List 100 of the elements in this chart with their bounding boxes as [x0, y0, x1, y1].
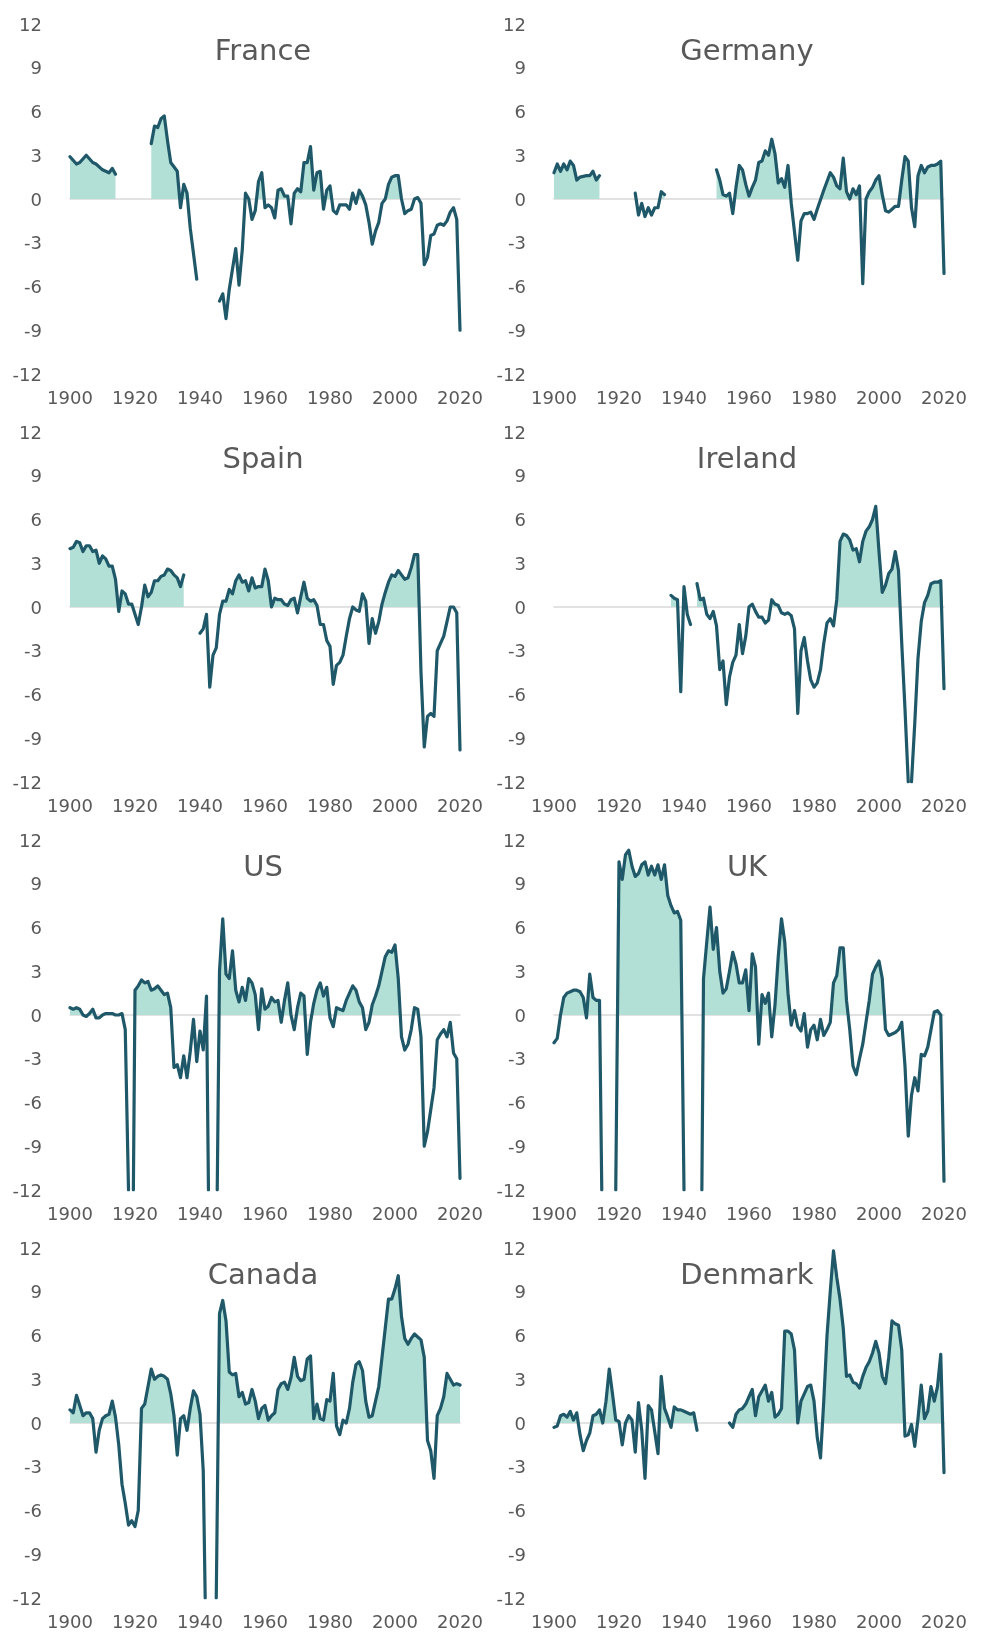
chart-title: Spain: [222, 440, 304, 475]
y-tick-label: -3: [24, 640, 42, 662]
y-tick-label: -9: [24, 319, 42, 341]
y-tick-label: -12: [12, 363, 42, 385]
x-tick-label: 1960: [242, 794, 288, 816]
y-tick-label: 9: [30, 465, 42, 487]
chart-title: US: [243, 848, 283, 883]
y-tick-label: -12: [496, 1587, 526, 1609]
y-tick-label: 0: [514, 596, 526, 618]
x-tick-label: 1940: [177, 386, 223, 408]
y-tick-label: -6: [24, 1092, 42, 1113]
x-tick-label: 1960: [726, 386, 772, 408]
y-tick-label: 12: [19, 1237, 42, 1259]
x-tick-label: 1980: [307, 1610, 353, 1632]
y-tick-label: 9: [30, 57, 42, 79]
y-tick-label: -9: [24, 1543, 42, 1565]
y-tick-label: -6: [508, 684, 526, 705]
y-tick-label: 0: [30, 188, 42, 210]
x-tick-label: 2020: [437, 794, 483, 816]
x-tick-label: 2020: [437, 386, 483, 408]
y-tick-label: 0: [514, 188, 526, 210]
x-tick-label: 2020: [921, 386, 967, 408]
y-tick-label: 6: [30, 917, 42, 938]
y-tick-label: -12: [496, 363, 526, 385]
y-tick-label: -3: [508, 232, 526, 254]
y-tick-label: 3: [514, 552, 526, 574]
x-tick-label: 1900: [47, 1202, 93, 1224]
y-tick-label: 0: [30, 1004, 42, 1026]
y-tick-label: -12: [12, 1587, 42, 1609]
x-tick-label: 1980: [307, 386, 353, 408]
x-tick-label: 1940: [661, 794, 707, 816]
x-tick-label: 1980: [791, 1610, 837, 1632]
y-tick-label: 12: [503, 1237, 526, 1259]
y-tick-label: 9: [30, 873, 42, 895]
x-tick-label: 1920: [112, 386, 158, 408]
y-tick-label: -3: [24, 1456, 42, 1478]
x-tick-label: 2000: [372, 386, 418, 408]
y-tick-label: 12: [19, 829, 42, 851]
x-tick-label: 1940: [177, 794, 223, 816]
x-tick-label: 1920: [596, 1610, 642, 1632]
x-tick-label: 1940: [661, 386, 707, 408]
y-tick-label: -12: [12, 771, 42, 793]
y-tick-label: 6: [514, 101, 526, 122]
y-tick-label: 3: [30, 552, 42, 574]
chart-title: Germany: [680, 32, 814, 67]
y-tick-label: -9: [508, 1135, 526, 1157]
x-tick-label: 1940: [177, 1202, 223, 1224]
chart-title: France: [214, 32, 312, 67]
x-tick-label: 1940: [177, 1610, 223, 1632]
y-tick-label: 3: [30, 1368, 42, 1390]
y-tick-label: 12: [19, 13, 42, 35]
x-tick-label: 1980: [791, 386, 837, 408]
chart-title: UK: [726, 848, 769, 883]
y-tick-label: -9: [24, 1135, 42, 1157]
x-tick-label: 1900: [531, 1610, 577, 1632]
y-tick-label: 3: [30, 960, 42, 982]
x-tick-label: 2020: [437, 1610, 483, 1632]
x-tick-label: 1920: [596, 1202, 642, 1224]
y-tick-label: 3: [30, 144, 42, 166]
y-tick-label: -3: [508, 1048, 526, 1070]
y-tick-label: -6: [24, 276, 42, 297]
x-tick-label: 2020: [921, 794, 967, 816]
x-tick-label: 1920: [112, 794, 158, 816]
x-tick-label: 1960: [726, 1202, 772, 1224]
x-tick-label: 2000: [856, 1610, 902, 1632]
y-tick-label: -9: [508, 727, 526, 749]
x-tick-label: 2020: [921, 1610, 967, 1632]
x-tick-label: 1920: [596, 794, 642, 816]
x-tick-label: 1900: [531, 1202, 577, 1224]
x-tick-label: 1900: [47, 1610, 93, 1632]
y-tick-label: 12: [503, 829, 526, 851]
x-tick-label: 1980: [307, 1202, 353, 1224]
y-tick-label: -9: [508, 319, 526, 341]
x-tick-label: 2020: [437, 1202, 483, 1224]
y-tick-label: 3: [514, 144, 526, 166]
y-tick-label: -3: [508, 1456, 526, 1478]
y-tick-label: 9: [514, 57, 526, 79]
y-tick-label: 9: [514, 873, 526, 895]
chart-title: Ireland: [696, 440, 798, 475]
y-tick-label: 6: [30, 509, 42, 530]
chart-title: Canada: [207, 1256, 319, 1291]
y-tick-label: -6: [508, 1500, 526, 1521]
y-tick-label: 6: [30, 1325, 42, 1346]
y-tick-label: -6: [508, 276, 526, 297]
x-tick-label: 1960: [726, 1610, 772, 1632]
x-tick-label: 2000: [372, 794, 418, 816]
x-tick-label: 2020: [921, 1202, 967, 1224]
x-tick-label: 1920: [596, 386, 642, 408]
x-tick-label: 1960: [242, 1202, 288, 1224]
x-tick-label: 1920: [112, 1202, 158, 1224]
y-tick-label: 0: [514, 1004, 526, 1026]
x-tick-label: 2000: [372, 1610, 418, 1632]
y-tick-label: 0: [514, 1412, 526, 1434]
y-tick-label: 12: [19, 421, 42, 443]
x-tick-label: 2000: [856, 1202, 902, 1224]
y-tick-label: -12: [496, 771, 526, 793]
x-tick-label: 1900: [531, 794, 577, 816]
x-tick-label: 1980: [791, 1202, 837, 1224]
x-tick-label: 1960: [726, 794, 772, 816]
y-tick-label: -9: [508, 1543, 526, 1565]
